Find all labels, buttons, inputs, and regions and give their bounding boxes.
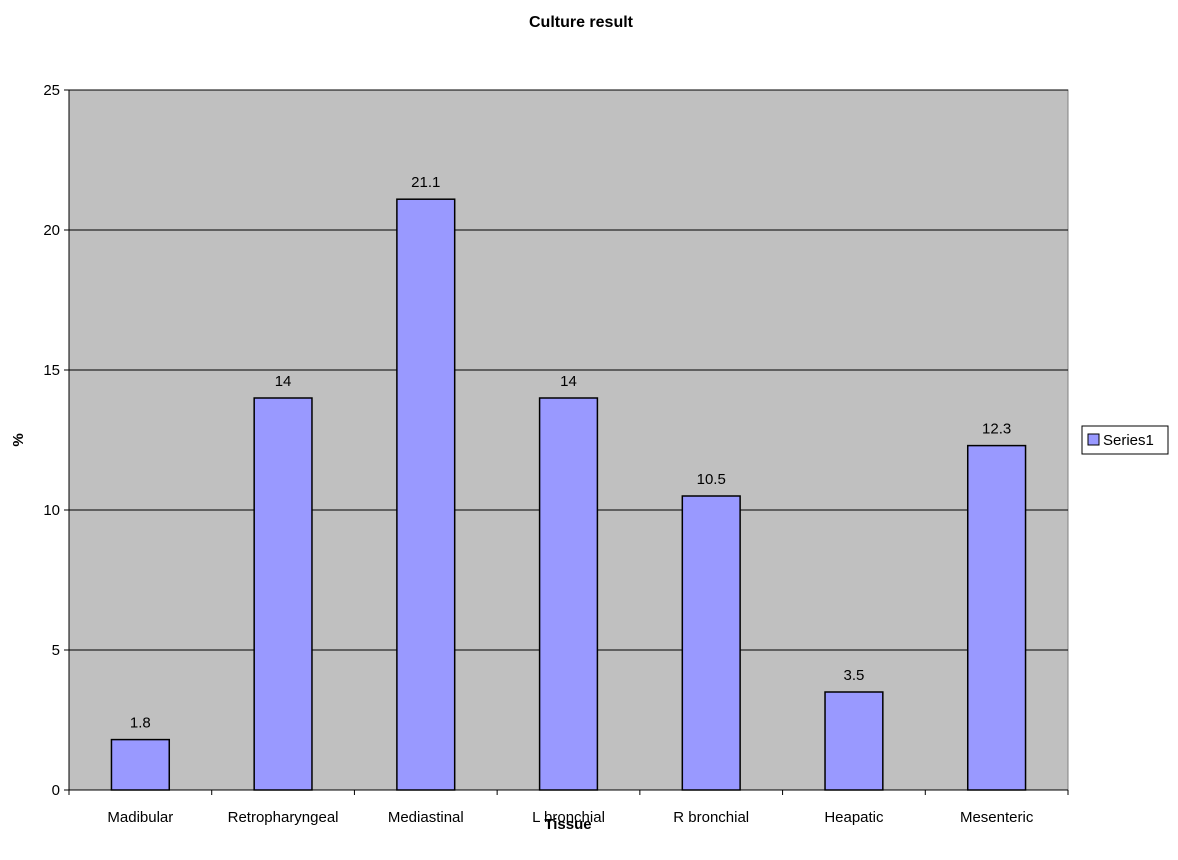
x-tick-label: R bronchial bbox=[673, 809, 749, 826]
y-tick-label: 25 bbox=[43, 82, 60, 99]
bar bbox=[966, 444, 1027, 791]
y-tick-label: 20 bbox=[43, 222, 60, 239]
bar bbox=[824, 691, 884, 791]
y-tick-label: 5 bbox=[52, 642, 60, 659]
data-label: 1.8 bbox=[130, 715, 151, 732]
chart-title: Culture result bbox=[529, 14, 634, 31]
x-axis-title: Tissue bbox=[544, 816, 591, 833]
y-axis-title: % bbox=[10, 433, 27, 446]
y-tick-label: 0 bbox=[52, 782, 60, 799]
x-tick-label: L bronchial bbox=[532, 809, 605, 826]
legend-label: Series1 bbox=[1103, 432, 1154, 449]
x-tick-label: Retropharyngeal bbox=[228, 809, 339, 826]
legend-swatch bbox=[1087, 433, 1100, 446]
data-label: 10.5 bbox=[697, 471, 726, 488]
bar bbox=[681, 495, 741, 791]
data-label: 14 bbox=[560, 373, 577, 390]
y-axis: 0 5 10 15 20 25 bbox=[43, 82, 70, 799]
bar bbox=[538, 397, 599, 791]
data-label: 14 bbox=[275, 373, 292, 390]
x-tick-label: Heapatic bbox=[824, 809, 884, 826]
bars bbox=[110, 198, 1027, 791]
bar bbox=[396, 198, 456, 791]
y-tick-label: 10 bbox=[43, 502, 60, 519]
data-label: 21.1 bbox=[411, 174, 440, 191]
x-axis: Madibular Retropharyngeal Mediastinal L bro… bbox=[68, 789, 1069, 826]
data-labels: 1.8 14 21.1 14 10.5 3.5 12.3 bbox=[130, 174, 1011, 731]
data-label: 12.3 bbox=[982, 421, 1011, 438]
x-tick-label: Mesenteric bbox=[960, 809, 1034, 826]
x-tick-label: Mediastinal bbox=[388, 809, 464, 826]
data-label: 3.5 bbox=[843, 667, 864, 684]
x-tick-label: Madibular bbox=[107, 809, 173, 826]
bar bbox=[110, 738, 171, 791]
bar bbox=[253, 397, 313, 791]
legend: Series1 bbox=[1081, 425, 1169, 455]
y-tick-label: 15 bbox=[43, 362, 60, 379]
